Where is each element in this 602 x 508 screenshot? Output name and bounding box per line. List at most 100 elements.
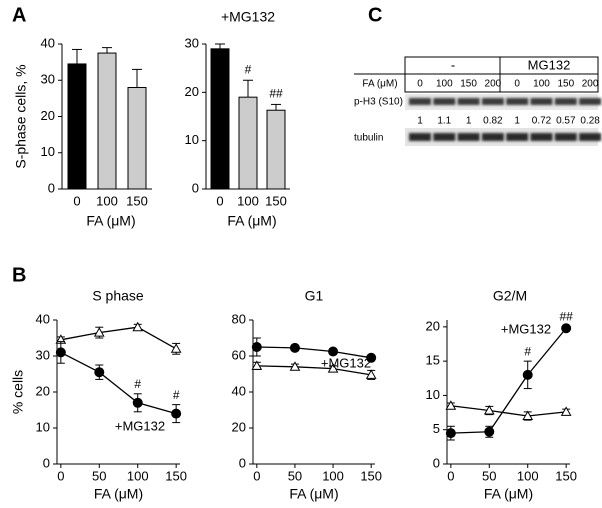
lane-label: 150 (460, 79, 477, 90)
blot-band (457, 133, 480, 141)
group-label: MG132 (528, 57, 571, 72)
series-line (450, 405, 567, 417)
row-label: p-H3 (S10) (354, 97, 403, 108)
y-tick-label: 15 (426, 353, 440, 368)
y-tick-label: 30 (185, 35, 199, 50)
y-tick-label: 0 (433, 455, 440, 470)
y-tick-label: 10 (426, 387, 440, 402)
x-axis-label: FA (μM) (94, 486, 143, 502)
x-tick-label: 0 (57, 468, 64, 483)
y-tick-label: 20 (426, 318, 440, 333)
significance-mark: ## (559, 309, 573, 323)
bar (67, 63, 87, 190)
series-label: +MG132 (321, 355, 371, 370)
blot-band (481, 98, 504, 105)
y-tick-label: 0 (48, 180, 55, 195)
quantification: 0.82 (483, 116, 503, 127)
blot-band (554, 98, 577, 105)
lane-label: 100 (533, 79, 550, 90)
x-tick-label: 100 (96, 193, 118, 208)
series-line (450, 327, 567, 434)
data-point (522, 410, 534, 420)
bar (97, 52, 117, 190)
western-blot: - MG132 FA (μM) 0 1 100 1.1 150 1 200 0.82 0 1 100 0.7… (354, 56, 602, 146)
y-tick-label: 40 (232, 383, 246, 398)
data-point (132, 321, 144, 332)
data-point (171, 408, 182, 419)
blot-band (579, 133, 602, 141)
bar (127, 87, 147, 190)
panel-letter: B (12, 264, 26, 286)
bar (266, 109, 286, 190)
y-tick-label: 0 (239, 455, 246, 470)
blot-band (433, 98, 456, 105)
x-axis-label: FA (μM) (227, 213, 276, 229)
quantification: 0.57 (556, 116, 576, 127)
group-label: - (451, 57, 455, 72)
chart-title: G2/M (493, 288, 527, 304)
blot-band (530, 133, 553, 141)
blot-band (409, 98, 431, 105)
data-point (328, 346, 339, 357)
bar (238, 96, 258, 190)
data-point (251, 360, 263, 370)
x-tick-label: 50 (288, 468, 302, 483)
quantification: 1.1 (437, 116, 451, 127)
series-line (60, 351, 177, 415)
lane-label: 200 (582, 79, 599, 90)
x-tick-label: 50 (92, 468, 106, 483)
x-axis-label: FA (μM) (484, 486, 533, 502)
bar (210, 48, 230, 190)
blot-band (506, 98, 529, 105)
y-tick-label: 20 (232, 419, 246, 434)
y-tick-label: 30 (41, 72, 55, 87)
data-point (55, 347, 66, 358)
blot-band (554, 133, 577, 141)
y-tick-label: 80 (232, 311, 246, 326)
y-tick-label: 20 (41, 108, 55, 123)
data-point (484, 426, 495, 437)
y-tick-label: 20 (36, 383, 50, 398)
y-tick-label: 40 (36, 311, 50, 326)
panel-letter: C (368, 4, 382, 26)
x-tick-label: 150 (165, 468, 187, 483)
series-line (60, 326, 177, 350)
blot-band (579, 98, 602, 105)
x-axis-label: FA (μM) (289, 486, 338, 502)
chart-title: +MG132 (221, 9, 275, 25)
x-tick-label: 150 (555, 468, 577, 483)
x-tick-label: 100 (517, 468, 539, 483)
quantification: 0.72 (532, 116, 552, 127)
data-point (327, 363, 339, 373)
lane-label: 0 (514, 79, 520, 90)
data-point (93, 327, 105, 337)
y-axis-label: % cells (10, 370, 26, 414)
lane-label: 200 (485, 79, 502, 90)
lane-label: 150 (557, 79, 574, 90)
series-line (256, 346, 372, 359)
y-tick-label: 30 (36, 347, 50, 362)
data-point (365, 369, 377, 379)
x-tick-label: 100 (322, 468, 344, 483)
data-point (94, 367, 105, 378)
data-point (483, 404, 495, 415)
x-tick-label: 0 (216, 193, 223, 208)
y-tick-label: 20 (185, 84, 199, 99)
y-tick-label: 0 (43, 455, 50, 470)
lane-label: 100 (436, 79, 453, 90)
x-tick-label: 0 (73, 193, 80, 208)
significance-mark: # (134, 377, 141, 391)
lane-label: 0 (417, 79, 423, 90)
x-tick-label: 0 (447, 468, 454, 483)
row-label: tubulin (354, 133, 383, 144)
x-axis-label: FA (μM) (86, 213, 135, 229)
blot-band (457, 98, 480, 105)
x-tick-label: 0 (253, 468, 260, 483)
quantification: 0.28 (580, 116, 600, 127)
significance-mark: # (173, 388, 180, 402)
x-tick-label: 150 (265, 193, 287, 208)
blot-band (433, 133, 456, 141)
data-point (561, 323, 572, 334)
chart-title: S phase (92, 288, 144, 304)
blot-band (506, 133, 529, 141)
